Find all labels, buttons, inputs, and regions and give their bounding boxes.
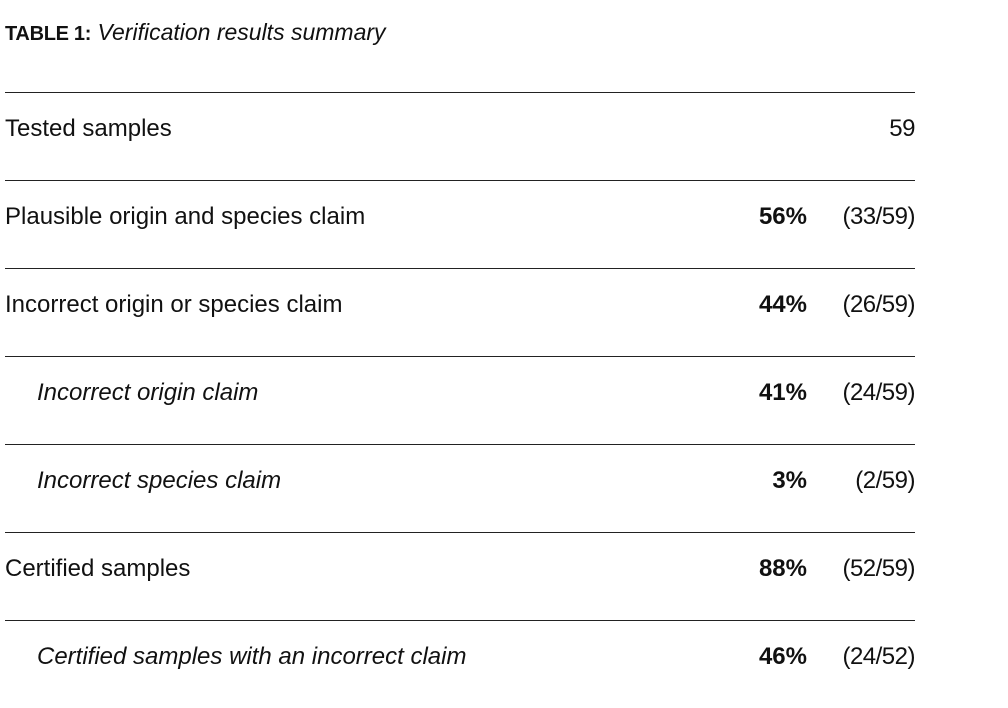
table-row: Tested samples 59 bbox=[5, 93, 915, 181]
table-row-sub: Certified samples with an incorrect clai… bbox=[5, 621, 915, 708]
row-percent: 41% bbox=[758, 379, 807, 406]
row-percent: 88% bbox=[758, 555, 807, 582]
verification-results-table: Tested samples 59 Plausible origin and s… bbox=[5, 92, 915, 708]
row-percent: 46% bbox=[758, 643, 807, 670]
row-count: (26/59) bbox=[842, 291, 915, 318]
row-label: Certified samples bbox=[5, 555, 191, 582]
table-caption: TABLE 1: Verification results summary bbox=[5, 17, 386, 49]
row-count: (2/59) bbox=[855, 467, 915, 494]
table-row: Plausible origin and species claim 56% (… bbox=[5, 181, 915, 269]
row-label: Tested samples bbox=[5, 115, 172, 142]
row-percent: 56% bbox=[758, 203, 807, 230]
row-count: (24/59) bbox=[842, 379, 915, 406]
row-label: Certified samples with an incorrect clai… bbox=[37, 643, 467, 670]
row-percent: 3% bbox=[772, 467, 807, 494]
table-row: Certified samples 88% (52/59) bbox=[5, 533, 915, 621]
row-count: (24/52) bbox=[842, 643, 915, 670]
row-label: Incorrect origin claim bbox=[37, 379, 259, 406]
table-row: Incorrect origin or species claim 44% (2… bbox=[5, 269, 915, 357]
row-percent: 44% bbox=[758, 291, 807, 318]
row-label: Plausible origin and species claim bbox=[5, 203, 366, 230]
row-count: (33/59) bbox=[842, 203, 915, 230]
table-row-sub: Incorrect origin claim 41% (24/59) bbox=[5, 357, 915, 445]
row-label: Incorrect species claim bbox=[37, 467, 282, 494]
table-row-sub: Incorrect species claim 3% (2/59) bbox=[5, 445, 915, 533]
table-caption-label: TABLE 1: bbox=[5, 23, 92, 45]
row-label: Incorrect origin or species claim bbox=[5, 291, 343, 318]
row-count: (52/59) bbox=[842, 555, 915, 582]
table-caption-title: Verification results summary bbox=[97, 19, 386, 45]
row-count: 59 bbox=[889, 115, 915, 142]
